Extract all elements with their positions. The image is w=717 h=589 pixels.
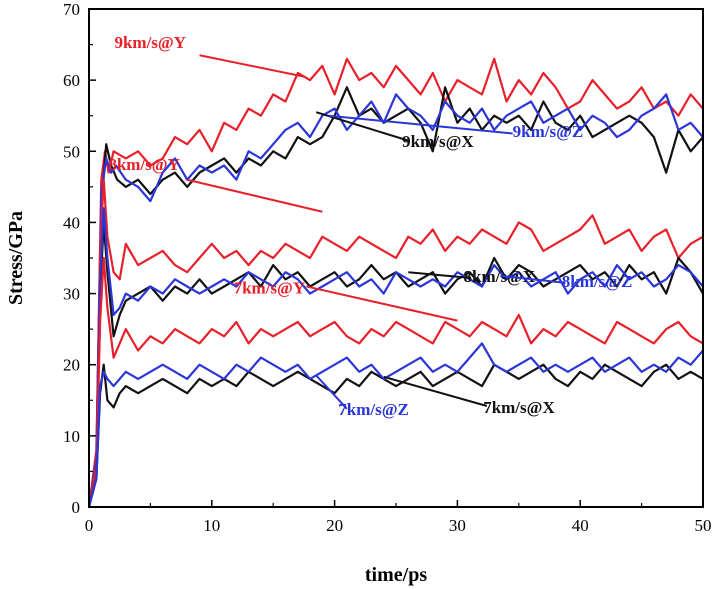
series-line-9km-s-z [87, 93, 704, 508]
y-tick-label: 10 [63, 427, 80, 446]
series-line-7km-s-y [87, 256, 704, 508]
y-tick-label: 20 [63, 356, 80, 375]
annotation-label-9km-s-y: 9km/s@Y [114, 33, 186, 52]
x-tick-label: 0 [85, 516, 94, 535]
annotation-label-8km-s-y: 8km/s@Y [108, 155, 180, 174]
annotation-label-9km-s-x: 9km/s@X [402, 132, 474, 151]
series-line-8km-s-z [87, 207, 704, 508]
annotation-line-7km-s-y [306, 285, 458, 322]
annotation-line-8km-s-y [187, 178, 323, 213]
series-line-8km-s-y [87, 178, 704, 508]
y-tick-label: 70 [63, 0, 80, 19]
annotation-label-8km-s-z: 8km/s@Z [562, 272, 633, 291]
y-tick-label: 40 [63, 213, 80, 232]
y-tick-label: 0 [72, 498, 81, 517]
annotation-line-8km-s-x [408, 271, 470, 279]
series-line-9km-s-x [87, 86, 704, 508]
annotation-line-7km-s-x [383, 375, 488, 407]
y-tick-label: 30 [63, 285, 80, 304]
x-tick-label: 40 [572, 516, 589, 535]
x-tick-label: 20 [326, 516, 343, 535]
annotation-line-9km-s-z [328, 114, 513, 135]
x-axis-title: time/ps [365, 564, 427, 586]
x-tick-label: 10 [203, 516, 220, 535]
annotation-label-9km-s-z: 9km/s@Z [513, 122, 584, 141]
annotation-label-7km-s-x: 7km/s@X [483, 398, 555, 417]
annotation-line-8km-s-z [500, 274, 566, 284]
annotation-line-7km-s-z [315, 374, 348, 410]
axis-ticks: 0 10 20 30 40 50 0 10 20 30 40 50 60 70 [63, 0, 712, 535]
annotation-label-7km-s-y: 7km/s@Y [234, 279, 306, 298]
annotation-line-9km-s-y [199, 54, 305, 78]
y-tick-label: 60 [63, 71, 80, 90]
annotation-label-8km-s-x: 8km/s@X [464, 267, 536, 286]
y-tick-label: 50 [63, 142, 80, 161]
x-tick-label: 30 [449, 516, 466, 535]
y-axis-title: Stress/GPa [5, 211, 27, 305]
series-line-7km-s-x [87, 363, 704, 508]
annotation-label-7km-s-z: 7km/s@Z [338, 400, 409, 419]
series-line-9km-s-y [87, 57, 704, 508]
x-tick-label: 50 [695, 516, 712, 535]
plot-content: 9km/s@Y 9km/s@X 9km/s@Z 8km/s@Y 8km/s@X 8km/s… [87, 33, 704, 508]
series-line-8km-s-x [87, 221, 704, 508]
series-line-7km-s-z [87, 342, 704, 508]
